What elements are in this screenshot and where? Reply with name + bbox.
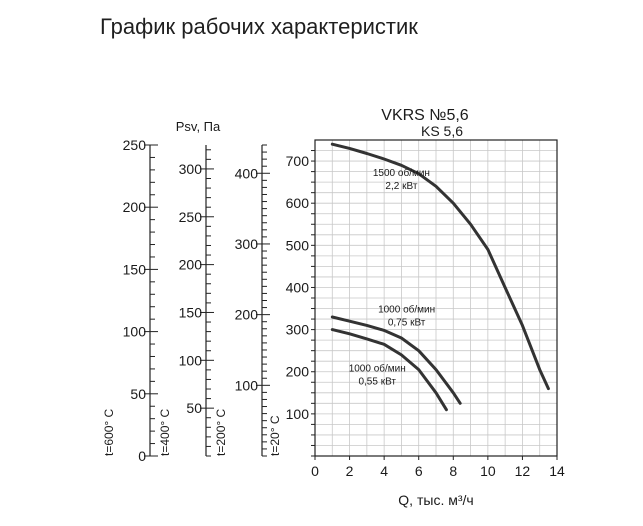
series-label-1: 1000 об/мин xyxy=(378,304,435,316)
chart-curves xyxy=(330,142,550,412)
pressure-tick-label: 0 xyxy=(138,448,146,464)
pressure-tick-label: 200 xyxy=(179,257,203,273)
series-label-0: 1500 об/мин xyxy=(373,167,430,179)
y-tick-label: 400 xyxy=(286,279,310,295)
chart-title: VKRS №5,6 xyxy=(381,107,469,124)
y-tick-label: 300 xyxy=(286,322,310,338)
x-tick-label: 14 xyxy=(549,463,565,479)
pressure-scale-label: t=20° C xyxy=(268,415,282,456)
series-curve-1 xyxy=(330,315,462,405)
y-axis-label: Psv, Па xyxy=(176,119,221,134)
series-label-2: 0,55 кВт xyxy=(358,377,396,388)
pressure-tick-label: 200 xyxy=(235,307,259,323)
y-tick-label: 700 xyxy=(286,153,310,169)
series-label-2: 1000 об/мин xyxy=(349,363,406,375)
series-curve-2 xyxy=(330,328,448,412)
pressure-tick-label: 250 xyxy=(179,209,203,225)
pressure-scale-label: t=600° C xyxy=(102,409,116,456)
pressure-tick-label: 250 xyxy=(123,137,147,153)
x-tick-label: 8 xyxy=(449,463,457,479)
series-curve-0 xyxy=(330,142,550,391)
pressure-tick-label: 50 xyxy=(186,400,202,416)
x-tick-label: 6 xyxy=(415,463,423,479)
pressure-tick-label: 300 xyxy=(235,236,259,252)
series-label-0: 2,2 кВт xyxy=(385,181,417,192)
chart-subtitle: KS 5,6 xyxy=(421,123,463,139)
pressure-tick-label: 100 xyxy=(235,377,259,393)
chart-labels: 1500 об/мин 2,2 кВт 1000 об/мин 0,75 кВт 100… xyxy=(349,167,435,388)
x-axis-label: Q, тыс. м³/ч xyxy=(398,492,473,508)
pressure-tick-label: 50 xyxy=(130,386,146,402)
x-tick-label: 2 xyxy=(346,463,354,479)
pressure-tick-label: 150 xyxy=(179,304,203,320)
pressure-tick-label: 100 xyxy=(123,324,147,340)
chart-axes: 0 2 4 6 8 10 12 14 100 200 300 400 500 600 700 Q, тыс. … xyxy=(286,107,565,508)
y-tick-label: 100 xyxy=(286,406,310,422)
pressure-scales: Psv, Па 0 50 100 150 200 250 t=600° C 50 100 150 20… xyxy=(102,119,315,464)
pressure-tick-label: 100 xyxy=(179,352,203,368)
x-tick-label: 0 xyxy=(311,463,319,479)
pressure-tick-label: 400 xyxy=(235,165,259,181)
pressure-tick-label: 300 xyxy=(179,161,203,177)
pressure-scale-label: t=400° C xyxy=(158,409,172,456)
y-tick-label: 500 xyxy=(286,237,310,253)
y-tick-label: 200 xyxy=(286,364,310,380)
x-tick-label: 4 xyxy=(380,463,388,479)
x-tick-label: 12 xyxy=(515,463,531,479)
pressure-tick-label: 200 xyxy=(123,199,147,215)
series-label-1: 0,75 кВт xyxy=(388,318,426,329)
pressure-tick-label: 150 xyxy=(123,261,147,277)
page-title: График рабочих характеристик xyxy=(100,14,418,39)
plot-frame xyxy=(314,139,558,457)
chart-grid xyxy=(315,140,557,456)
y-tick-label: 600 xyxy=(286,195,310,211)
pressure-scale-label: t=200° C xyxy=(214,409,228,456)
x-tick-label: 10 xyxy=(480,463,496,479)
